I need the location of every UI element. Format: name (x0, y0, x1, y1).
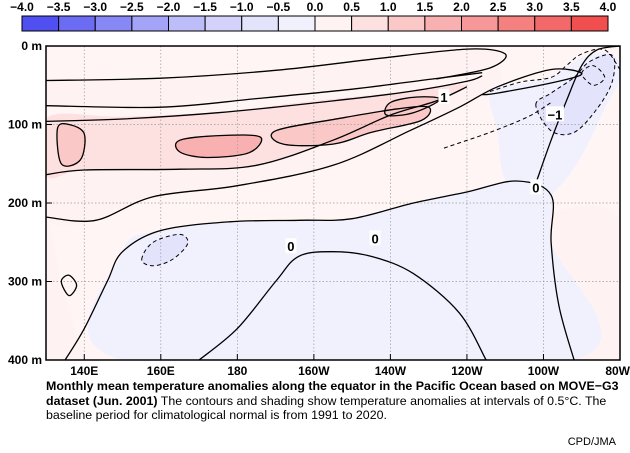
colorbar-tick-label: −1.0 (230, 0, 254, 14)
y-tick-label: 200 m (8, 196, 42, 210)
contour-line (46, 48, 507, 82)
colorbar-tick-label: 2.5 (490, 0, 507, 14)
contour-line (46, 86, 468, 176)
contour-line (64, 180, 575, 360)
colorbar-tick-label: 3.0 (526, 0, 543, 14)
anomaly-region (46, 216, 86, 360)
y-tick-label: 100 m (8, 118, 42, 132)
colorbar-segment (570, 15, 609, 32)
colorbar-tick-label: −1.5 (193, 0, 217, 14)
contour-line (384, 96, 441, 117)
colorbar: −4.0 −3.5 −3.0 −2.5 −2.0 −1.5 −1.0 −0.5 0.0 0.5 1.… (10, 0, 617, 32)
colorbar-tick-label: −3.5 (47, 0, 71, 14)
x-tick-label: 120W (451, 364, 483, 378)
y-tick-label: 400 m (8, 353, 42, 367)
contour-label-background (369, 230, 381, 246)
colorbar-tick-label: −2.5 (120, 0, 144, 14)
contour-label-background (438, 89, 450, 105)
colorbar-segment (277, 15, 316, 32)
figure-caption: Monthly mean temperature anomalies along… (46, 379, 620, 423)
colorbar-segment (424, 15, 462, 32)
contour-line-negative (581, 65, 606, 86)
colorbar-segment (204, 15, 243, 32)
x-axis: 140E 160E 180 160W 140W 120W 100W 80W (70, 354, 630, 378)
contour-line (270, 105, 432, 147)
anomaly-region (57, 123, 86, 167)
colorbar-segment (534, 15, 572, 32)
contour-line (60, 274, 78, 297)
grid-lines (46, 46, 620, 360)
contour-line-negative (443, 102, 552, 149)
x-tick-label: 160W (298, 364, 330, 378)
anomaly-region (175, 135, 262, 158)
contour-line (46, 75, 483, 123)
colorbar-tick-label: 1.5 (417, 0, 434, 14)
anomaly-region (46, 84, 468, 179)
contour-line (174, 134, 263, 159)
anomaly-region (539, 205, 620, 360)
colorbar-segment (351, 15, 389, 32)
x-tick-label: 180 (227, 364, 247, 378)
colorbar-tick-label: −2.0 (157, 0, 181, 14)
contour-line (46, 68, 583, 222)
colorbar-segment (241, 15, 279, 32)
colorbar-tick-label: 3.5 (563, 0, 580, 14)
y-tick-label: 0 m (21, 39, 42, 53)
credit-label: CPD/JMA (567, 436, 616, 448)
colorbar-segment (314, 15, 353, 32)
anomaly-region (87, 180, 602, 360)
contour-line-negative (141, 233, 189, 267)
contour-label: 0 (287, 239, 294, 254)
colorbar-tick-label: −3.0 (83, 0, 107, 14)
temperature-anomaly-section-chart: −4.0 −3.5 −3.0 −2.5 −2.0 −1.5 −1.0 −0.5 0.0 0.5 1.… (8, 0, 630, 378)
contour-labels: 1 −1 0 0 0 (285, 89, 564, 254)
colorbar-segment (94, 15, 133, 32)
colorbar-segment (387, 15, 426, 32)
y-axis: 0 m 100 m 200 m 300 m 400 m (8, 39, 52, 367)
contour-label-background (285, 238, 297, 254)
colorbar-segment (497, 15, 536, 32)
anomaly-region (46, 49, 506, 109)
colorbar-segment (58, 15, 96, 32)
contour-label: −1 (548, 107, 563, 122)
x-tick-label: 80W (605, 364, 630, 378)
colorbar-tick-label: 4.0 (600, 0, 617, 14)
colorbar-tick-label: 0.0 (307, 0, 324, 14)
colorbar-tick-label: −0.5 (267, 0, 291, 14)
contour-line (46, 72, 483, 109)
y-tick-label: 300 m (8, 275, 42, 289)
anomaly-shading (46, 49, 620, 360)
contour-lines (46, 46, 620, 360)
contour-label: 1 (440, 90, 447, 105)
contour-line (56, 122, 86, 167)
colorbar-segment (21, 15, 60, 32)
x-tick-label: 140W (375, 364, 407, 378)
anomaly-region (384, 96, 441, 116)
contour-label-background (530, 179, 542, 195)
colorbar-tick-label: −4.0 (10, 0, 34, 14)
colorbar-segment (131, 15, 169, 32)
caption-body: The contours and shading show temperatur… (46, 393, 607, 423)
colorbar-tick-label: 0.5 (343, 0, 360, 14)
colorbar-tick-label: 1.0 (380, 0, 397, 14)
colorbar-tick-label: 2.0 (453, 0, 470, 14)
contour-label-background (545, 106, 564, 122)
contour-label: 0 (371, 231, 378, 246)
x-tick-label: 100W (528, 364, 560, 378)
colorbar-segment (461, 15, 499, 32)
x-tick-label: 140E (70, 364, 98, 378)
x-tick-label: 160E (147, 364, 175, 378)
colorbar-segment (168, 15, 206, 32)
contour-line (198, 251, 487, 360)
caption-title: Monthly mean temperature anomalies along… (46, 379, 619, 408)
contour-label: 0 (532, 180, 539, 195)
contour-line-negative (535, 53, 616, 136)
